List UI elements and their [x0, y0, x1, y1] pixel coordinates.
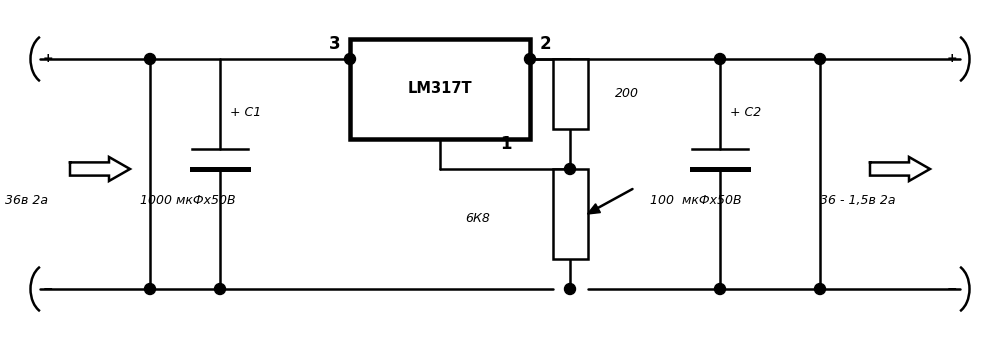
Circle shape	[714, 54, 726, 64]
Polygon shape	[588, 204, 600, 214]
Circle shape	[524, 54, 536, 64]
Circle shape	[144, 54, 156, 64]
Circle shape	[564, 283, 576, 295]
Text: −: −	[43, 282, 53, 296]
Circle shape	[564, 163, 576, 175]
Text: +: +	[947, 53, 957, 65]
Polygon shape	[70, 157, 130, 181]
Bar	[552, 59, 588, 129]
Circle shape	[814, 283, 826, 295]
Text: 36 - 1,5в 2а: 36 - 1,5в 2а	[820, 194, 896, 207]
Text: 2: 2	[540, 35, 552, 53]
Text: −: −	[947, 282, 957, 296]
Text: +: +	[43, 53, 53, 65]
Text: 1: 1	[500, 135, 512, 153]
Circle shape	[214, 283, 226, 295]
Text: 100  мкФх50В: 100 мкФх50В	[650, 194, 742, 207]
Text: 36в 2а: 36в 2а	[5, 194, 48, 207]
Circle shape	[714, 283, 726, 295]
Text: LM317T: LM317T	[408, 81, 472, 97]
Polygon shape	[870, 157, 930, 181]
Circle shape	[344, 54, 356, 64]
Text: 6К8: 6К8	[465, 213, 490, 225]
Circle shape	[814, 54, 826, 64]
Text: 1000 мкФх50В: 1000 мкФх50В	[140, 194, 236, 207]
Circle shape	[144, 283, 156, 295]
Bar	[552, 169, 588, 259]
Text: 3: 3	[328, 35, 340, 53]
Text: + C2: + C2	[730, 106, 761, 119]
Bar	[350, 39, 530, 139]
Text: 200: 200	[615, 87, 639, 100]
Text: + C1: + C1	[230, 106, 261, 119]
